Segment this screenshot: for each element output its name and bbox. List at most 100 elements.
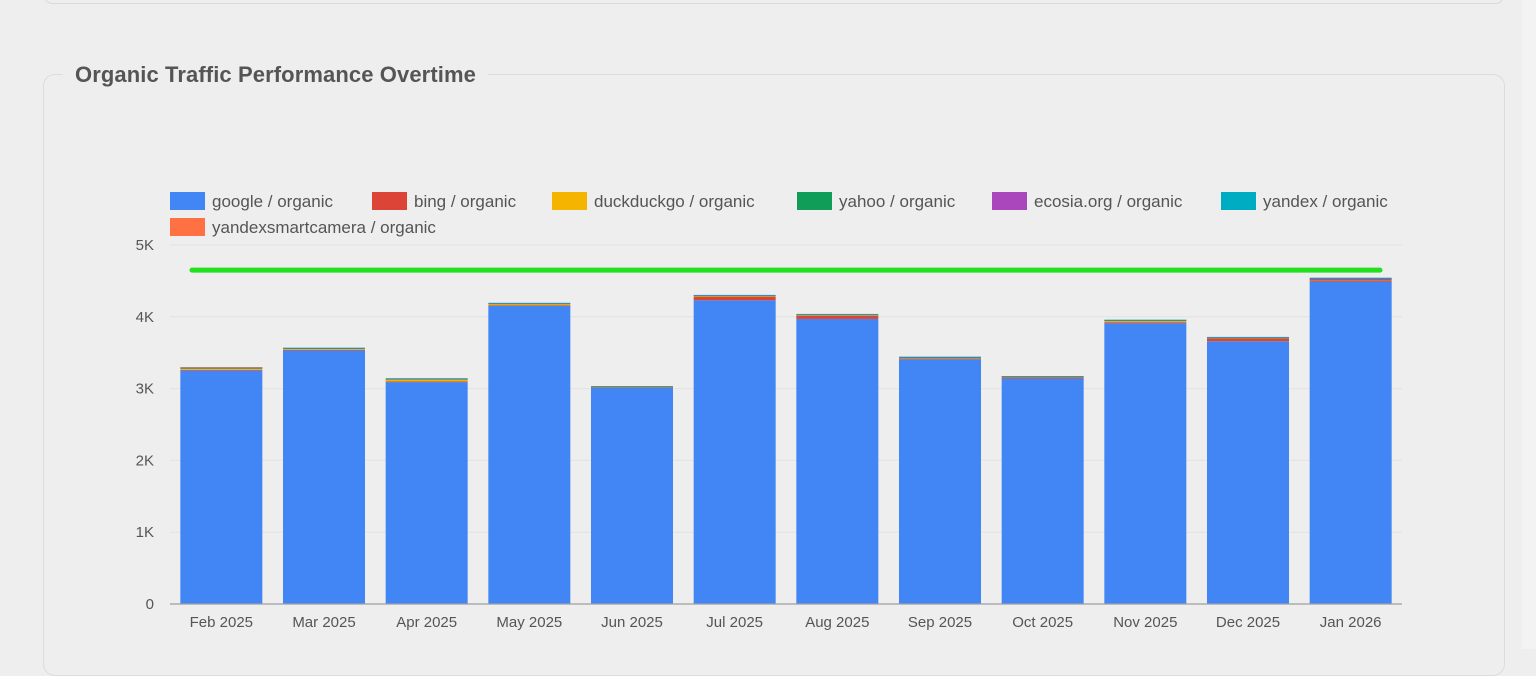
bar-segment <box>1309 278 1392 280</box>
chart-gridlines <box>170 244 1402 533</box>
bar-segment <box>591 387 673 389</box>
bar-segment <box>1207 337 1289 339</box>
bar-segment <box>693 295 776 296</box>
bar-segment <box>796 315 879 316</box>
x-tick-label: Mar 2025 <box>292 614 355 631</box>
legend-label: google / organic <box>212 192 333 211</box>
stacked-bar-chart: google / organic bing / organic duckduckgo… <box>136 192 1402 631</box>
bar-segment <box>283 350 365 604</box>
bar-segment <box>385 378 468 380</box>
x-tick-label: Nov 2025 <box>1113 614 1177 631</box>
legend-label: duckduckgo / organic <box>594 192 755 211</box>
bar-stack-may-2025 <box>488 302 571 604</box>
y-tick-label: 0 <box>146 596 154 613</box>
y-tick-label: 4K <box>136 309 154 326</box>
bar-segment <box>1309 277 1392 279</box>
bar-segment <box>591 387 673 604</box>
legend-swatch <box>372 192 407 210</box>
bar-stack-jan-2026 <box>1309 277 1392 604</box>
y-axis: 0 1K 2K 3K 4K 5K <box>136 237 154 613</box>
y-tick-label: 5K <box>136 237 154 254</box>
bar-segment <box>180 369 263 371</box>
x-tick-label: May 2025 <box>496 614 562 631</box>
bar-segment <box>693 294 776 296</box>
chart-bars <box>180 277 1392 604</box>
bar-segment <box>385 382 468 604</box>
y-tick-label: 2K <box>136 452 154 469</box>
legend-item-yandex-organic: yandex / organic <box>1221 192 1388 211</box>
bar-segment <box>385 379 468 382</box>
x-tick-label: Oct 2025 <box>1012 614 1073 631</box>
bar-stack-nov-2025 <box>1104 319 1187 604</box>
bar-segment <box>899 357 981 358</box>
bar-segment <box>283 348 365 350</box>
legend-swatch <box>1221 192 1256 210</box>
bar-segment <box>1104 323 1187 604</box>
bar-segment <box>1309 281 1392 604</box>
legend-item-yandexsmartcamera-organic: yandexsmartcamera / organic <box>170 218 436 237</box>
chart-legend: google / organic bing / organic duckduckgo… <box>170 192 1388 237</box>
bar-segment <box>488 306 571 604</box>
chart-card-title: Organic Traffic Performance Overtime <box>63 62 488 88</box>
x-tick-label: Jul 2025 <box>706 614 763 631</box>
bar-segment <box>1001 376 1084 377</box>
legend-label: ecosia.org / organic <box>1034 192 1183 211</box>
bar-segment <box>1207 338 1289 342</box>
bar-stack-sep-2025 <box>899 356 981 604</box>
bar-segment <box>1104 321 1187 323</box>
bar-segment <box>693 295 776 297</box>
x-tick-label: Aug 2025 <box>805 614 869 631</box>
bar-segment <box>796 314 879 316</box>
bar-stack-mar-2025 <box>283 347 365 604</box>
bar-segment <box>796 318 879 604</box>
x-tick-label: Jan 2026 <box>1320 614 1382 631</box>
bar-segment <box>180 367 263 369</box>
bar-segment <box>1001 377 1084 378</box>
x-axis: Feb 2025 Mar 2025 Apr 2025 May 2025 Jun 2025… <box>170 603 1402 631</box>
bar-segment <box>385 381 468 383</box>
bar-segment <box>180 370 263 604</box>
bar-segment <box>1001 377 1084 379</box>
bar-segment <box>693 295 776 297</box>
scrollbar-track[interactable] <box>1522 0 1536 649</box>
x-tick-label: Apr 2025 <box>396 614 457 631</box>
legend-item-yahoo-organic: yahoo / organic <box>797 192 956 211</box>
bar-segment <box>591 386 673 387</box>
bar-stack-jun-2025 <box>591 386 673 604</box>
bar-segment <box>1207 337 1289 339</box>
legend-swatch <box>992 192 1027 210</box>
bar-segment <box>488 303 571 305</box>
bar-segment <box>899 357 981 359</box>
bar-segment <box>488 302 571 304</box>
bar-segment <box>796 313 879 315</box>
bar-segment <box>180 368 263 370</box>
legend-item-bing-organic: bing / organic <box>372 192 517 211</box>
bar-segment <box>1104 319 1187 321</box>
legend-label: yandexsmartcamera / organic <box>212 218 436 237</box>
bar-segment <box>180 367 263 369</box>
bar-stack-dec-2025 <box>1207 336 1289 604</box>
y-tick-label: 1K <box>136 524 154 541</box>
bar-stack-aug-2025 <box>796 313 879 604</box>
bar-segment <box>1207 341 1289 604</box>
x-tick-label: Feb 2025 <box>190 614 253 631</box>
legend-item-duckduckgo-organic: duckduckgo / organic <box>552 192 755 211</box>
bar-segment <box>591 386 673 388</box>
legend-swatch <box>170 218 205 236</box>
bar-segment <box>283 349 365 351</box>
legend-swatch <box>552 192 587 210</box>
legend-item-google-organic: google / organic <box>170 192 333 211</box>
legend-swatch <box>797 192 832 210</box>
bar-segment <box>385 378 468 380</box>
x-tick-label: Sep 2025 <box>908 614 972 631</box>
bar-segment <box>796 315 879 319</box>
y-tick-label: 3K <box>136 381 154 398</box>
bar-segment <box>1001 376 1084 377</box>
bar-stack-feb-2025 <box>180 367 263 604</box>
bar-segment <box>899 359 981 604</box>
bar-segment <box>180 368 263 369</box>
bar-segment <box>1207 336 1289 338</box>
bar-segment <box>180 367 263 368</box>
bar-segment <box>1309 279 1392 281</box>
bar-segment <box>591 387 673 388</box>
